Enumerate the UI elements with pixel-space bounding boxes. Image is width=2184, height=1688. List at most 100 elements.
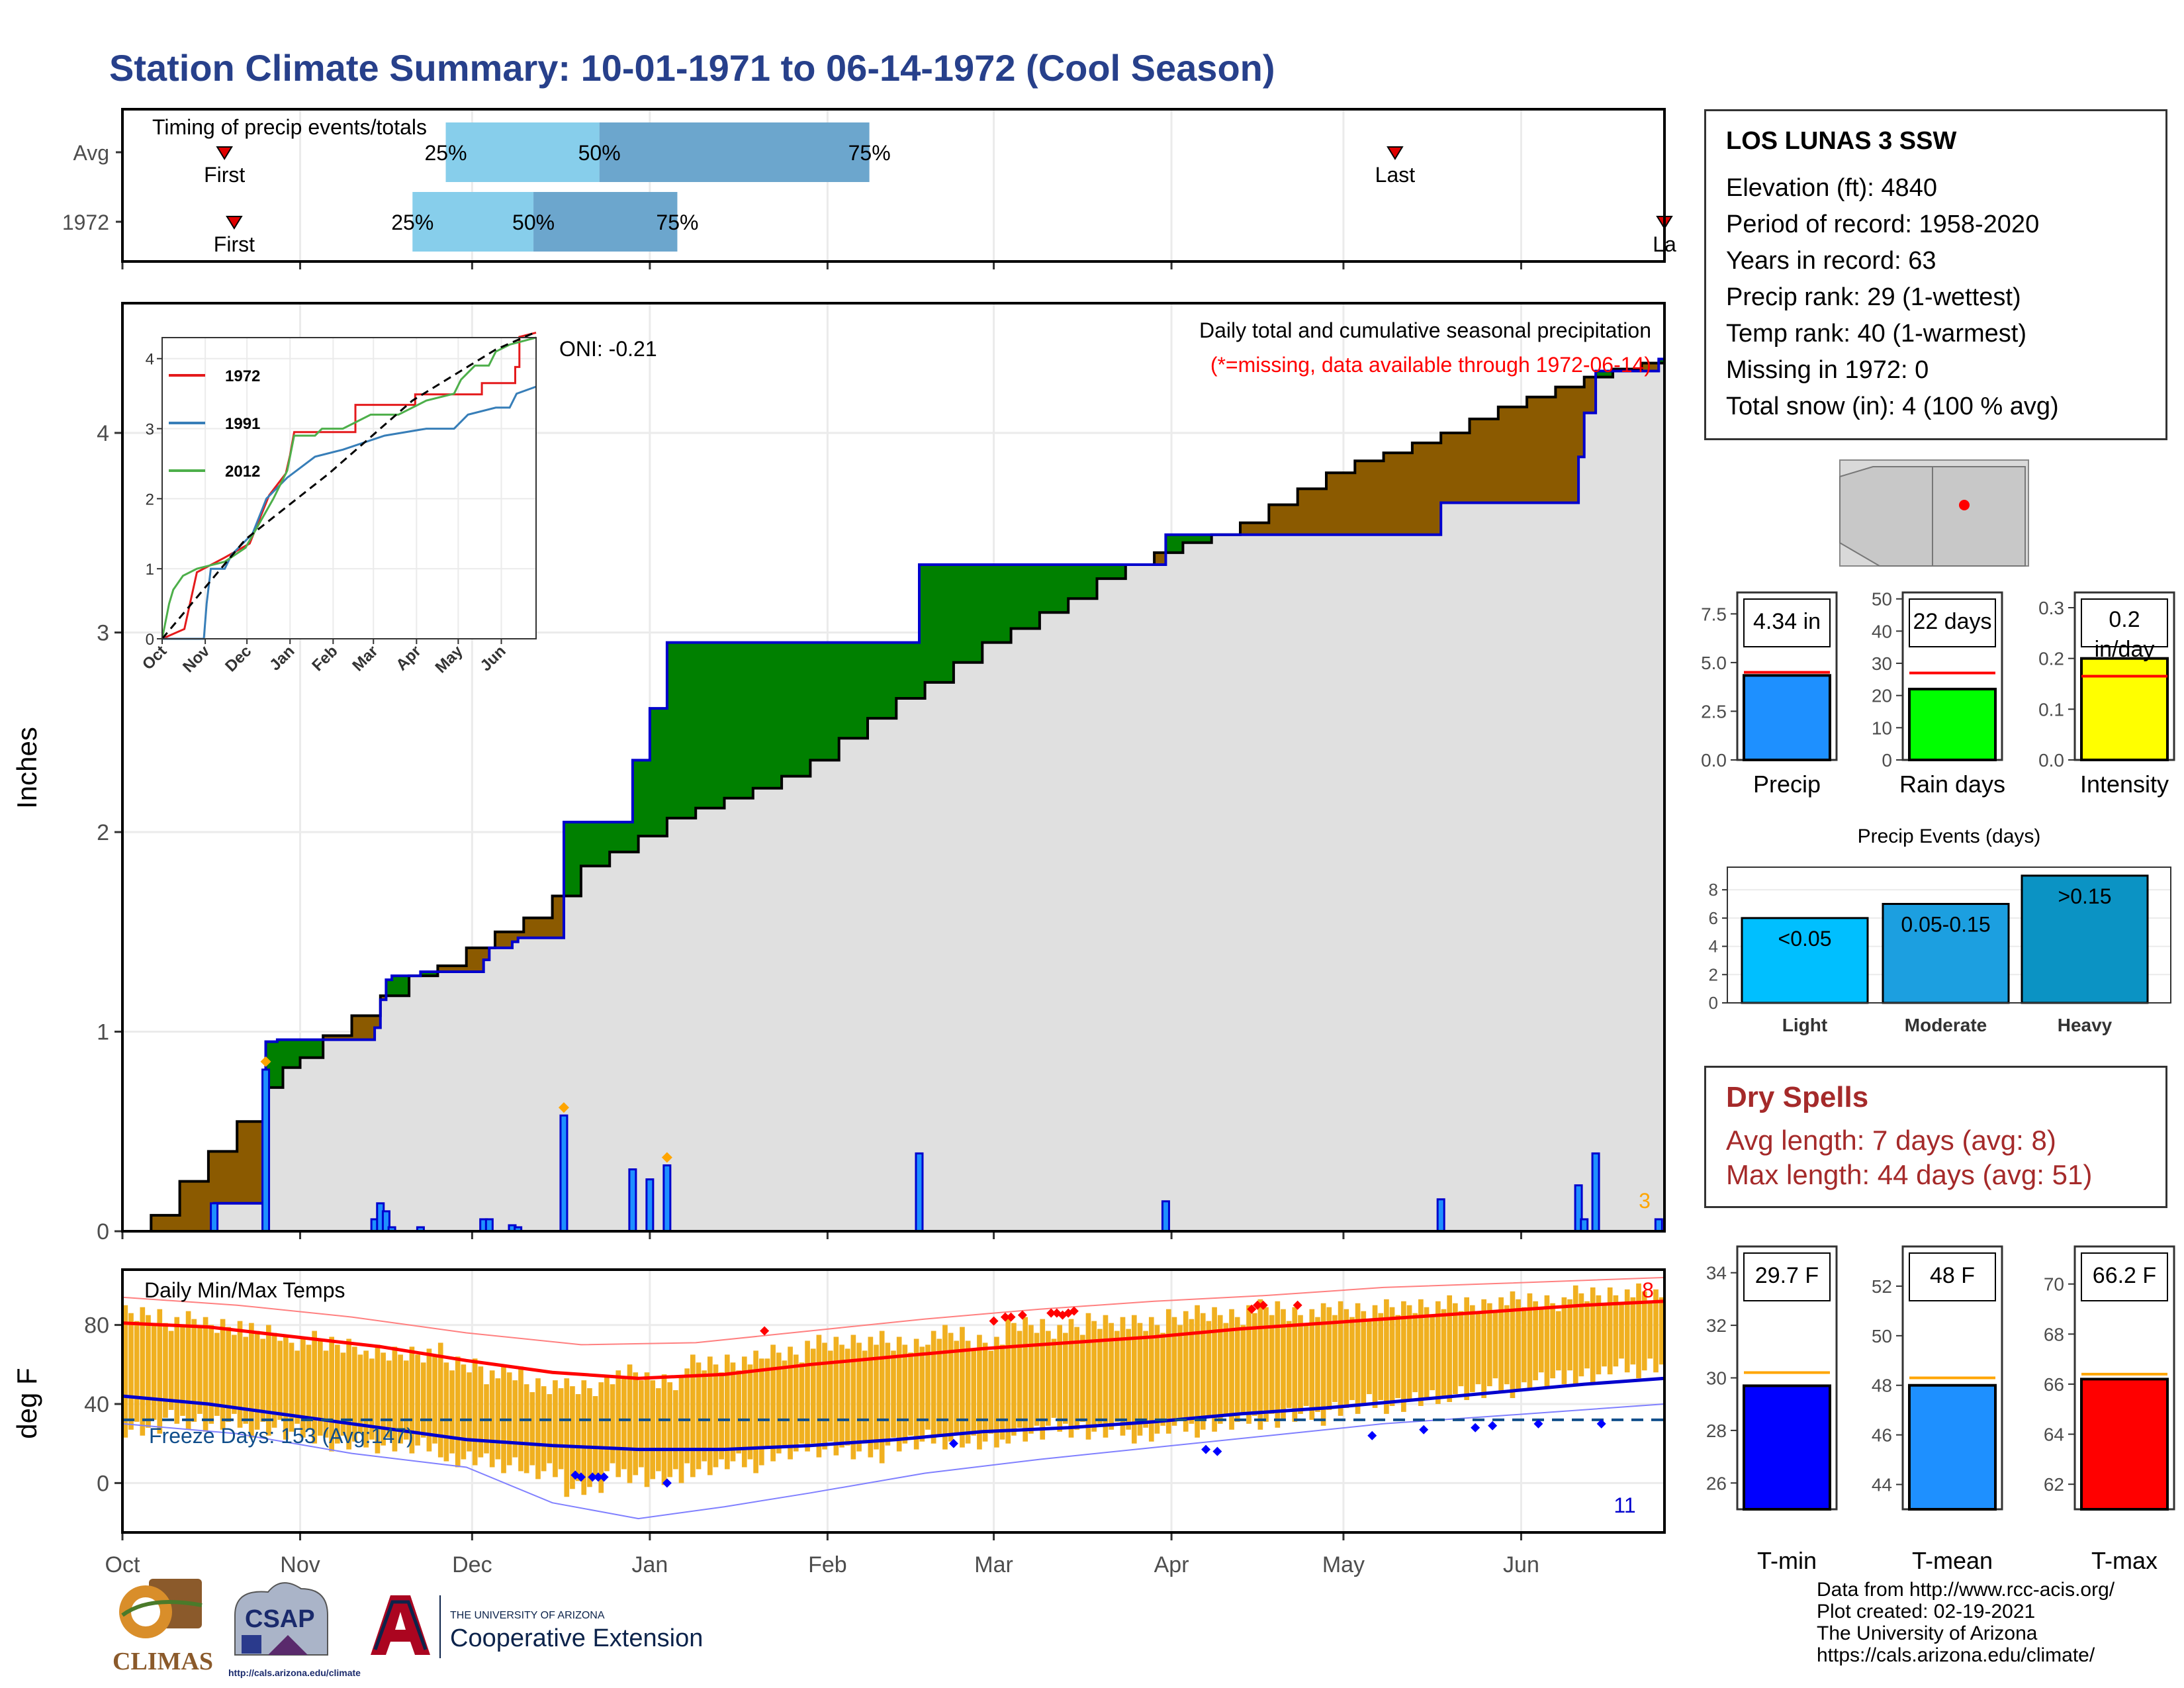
temps-daily-bar (1624, 1289, 1630, 1373)
precip-value-bar (2080, 657, 2169, 762)
inset-y-tick-label: 0 (146, 631, 154, 649)
events-bar-label: >0.15 (2058, 884, 2112, 908)
temps-daily-bar (489, 1370, 495, 1468)
temps-daily-bar (1137, 1323, 1143, 1436)
temps-daily-bar (472, 1358, 478, 1466)
temps-daily-bar (598, 1382, 604, 1493)
temps-daily-bar (1011, 1323, 1017, 1436)
precip-value-bar (1908, 687, 1997, 762)
precip-daily-bar (645, 1178, 655, 1233)
temp-y-tick-label: 50 (1872, 1326, 1892, 1346)
temps-daily-bar (1590, 1287, 1596, 1383)
inset-series-1991 (162, 385, 537, 640)
temps-daily-bar (994, 1336, 999, 1448)
temps-daily-bar (523, 1384, 529, 1474)
temps-daily-bar (512, 1380, 518, 1458)
temps-daily-bar (237, 1321, 243, 1428)
temps-daily-bar (936, 1338, 942, 1436)
dry-spells-max: Max length: 44 days (avg: 51) (1726, 1159, 2093, 1190)
temps-daily-bar (295, 1350, 300, 1424)
temps-record-high-marker (760, 1326, 770, 1336)
precip-y-tick-label: 0 (1882, 750, 1892, 771)
temps-daily-bar (1195, 1305, 1200, 1438)
temps-daily-bar (1165, 1309, 1171, 1434)
temps-daily-bar (249, 1323, 254, 1438)
map-station-dot (1959, 500, 1970, 510)
temps-daily-bar (1619, 1303, 1624, 1359)
inset-series-1972 (161, 332, 537, 640)
temps-daily-bar (1607, 1287, 1613, 1375)
temps-daily-bar (604, 1376, 610, 1472)
timing-bar-q25-q50 (445, 122, 600, 182)
timing-plot-bg (122, 109, 1664, 261)
inset-normal-line (161, 331, 537, 639)
temps-daily-bar (1561, 1297, 1567, 1385)
temps-x-tick-label: May (1322, 1552, 1365, 1577)
temps-daily-bar (913, 1338, 919, 1450)
temps-daily-bar (1057, 1325, 1063, 1432)
temps-x-tick-label: Mar (974, 1552, 1013, 1577)
temps-daily-bar (437, 1342, 443, 1458)
temps-daily-bar (1292, 1307, 1298, 1422)
timing-row-label: 1972 (62, 211, 109, 234)
precip-y-tick-label: 7.5 (1701, 604, 1727, 624)
precip-daily-bar (1161, 1200, 1170, 1233)
temps-daily-bar (163, 1323, 168, 1418)
temps-daily-bar (707, 1356, 713, 1476)
temps-daily-bar (1320, 1303, 1326, 1426)
temps-daily-bar (1641, 1291, 1647, 1371)
temps-record-high-marker (1017, 1310, 1027, 1320)
temps-title: Daily Min/Max Temps (144, 1278, 345, 1302)
temps-daily-bar (1103, 1315, 1109, 1438)
temps-x-tick-label: Apr (1154, 1552, 1189, 1577)
temps-daily-bar (770, 1344, 776, 1462)
temps-daily-bar (805, 1340, 810, 1452)
temps-record-low-marker (1367, 1430, 1377, 1440)
temp-y-tick-label: 52 (1872, 1276, 1892, 1297)
temps-daily-bar (558, 1388, 564, 1470)
precip-daily-bar (662, 1164, 672, 1233)
temps-daily-bar (168, 1331, 174, 1410)
events-category-label: Moderate (1905, 1015, 1987, 1035)
temps-daily-bar (1567, 1299, 1572, 1371)
temps-daily-bar (1492, 1311, 1498, 1379)
temps-daily-bar (581, 1380, 587, 1495)
page-title: Station Climate Summary: 10-01-1971 to 0… (109, 47, 1275, 89)
temps-daily-bar (1171, 1317, 1177, 1426)
temps-daily-bar (678, 1376, 684, 1483)
precip-snow-marker (558, 1102, 569, 1113)
footer-data-source: Data from http://www.rcc-acis.org/ (1817, 1579, 2115, 1601)
temps-daily-bar (1240, 1325, 1246, 1414)
temps-daily-bar (1005, 1315, 1011, 1444)
temps-record-low-marker (1488, 1421, 1498, 1430)
temps-daily-bar (741, 1356, 747, 1468)
temps-avg-max-line (122, 1299, 1665, 1380)
precip-value-label: 0.2 (2109, 607, 2140, 632)
temps-daily-bar (1504, 1305, 1510, 1385)
temps-daily-bar (403, 1360, 409, 1440)
temps-daily-bar (592, 1396, 598, 1479)
temps-x-tick-label: Jun (1503, 1552, 1539, 1577)
temps-daily-bar (547, 1394, 553, 1464)
temps-daily-bar (639, 1380, 644, 1468)
temps-daily-bar (570, 1386, 575, 1489)
timing-frame (121, 108, 1666, 263)
temp-label-box (1909, 1252, 1996, 1301)
temps-record-low-marker (1471, 1423, 1480, 1432)
temps-daily-bar (1074, 1327, 1080, 1430)
temps-record-low-marker (662, 1478, 672, 1488)
precip-daily-bar (915, 1152, 924, 1233)
temps-daily-bar (122, 1305, 128, 1438)
temps-record-low-marker (1419, 1425, 1429, 1434)
temps-daily-bar (346, 1338, 351, 1450)
temps-daily-bar (381, 1352, 386, 1446)
temps-daily-bar (1332, 1315, 1338, 1402)
temps-daily-bar (684, 1368, 690, 1464)
temps-freeze-label: Freeze Days: 153 (Avg:147) (149, 1424, 414, 1448)
temps-daily-bar (260, 1338, 266, 1422)
temps-daily-bar (180, 1325, 185, 1416)
temps-record-low-marker (1533, 1419, 1543, 1429)
logos-strip: CLIMAS CSAP http://cals.arizona.edu/clim… (113, 1579, 703, 1678)
temps-daily-bar (724, 1354, 730, 1470)
